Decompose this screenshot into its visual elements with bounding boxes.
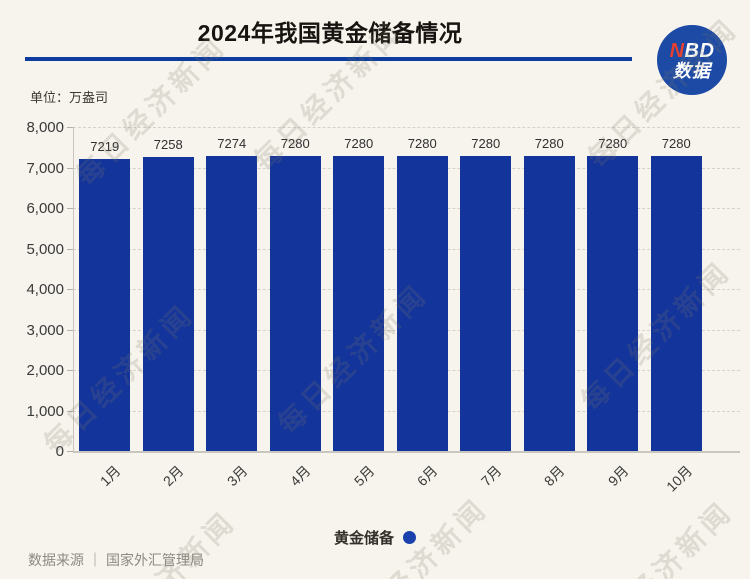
bar bbox=[587, 156, 639, 451]
y-axis-label: 5,000 bbox=[26, 240, 64, 258]
x-axis-label: 5月 bbox=[350, 462, 378, 490]
data-source-label: 数据来源 bbox=[28, 552, 84, 568]
bar bbox=[142, 157, 194, 451]
y-axis-tick bbox=[67, 410, 73, 412]
bar bbox=[460, 156, 512, 451]
y-axis-label: 1,000 bbox=[26, 402, 64, 420]
bar-value-label: 7280 bbox=[598, 136, 628, 151]
x-axis-label: 2月 bbox=[160, 462, 187, 490]
y-axis-tick bbox=[67, 289, 73, 290]
y-axis-label: 7,000 bbox=[26, 159, 64, 177]
page-title: 2024年我国黄金储备情况 bbox=[197, 20, 463, 46]
nbd-logo-bd: BD bbox=[684, 39, 715, 62]
y-axis-tick bbox=[67, 127, 73, 128]
nbd-logo: NBD 数据 bbox=[657, 25, 727, 95]
header: 2024年我国黄金储备情况 bbox=[0, 14, 660, 48]
nbd-logo-text: NBD bbox=[670, 41, 715, 61]
bar-value-label: 7280 bbox=[534, 136, 564, 151]
y-axis-label: 8,000 bbox=[26, 119, 64, 136]
bar bbox=[523, 156, 575, 451]
bar-value-label: 7274 bbox=[217, 136, 247, 151]
bar-value-label: 7280 bbox=[661, 136, 691, 151]
x-axis-label: 7月 bbox=[477, 462, 505, 490]
x-axis-label: 6月 bbox=[414, 462, 441, 490]
x-axis-label: 9月 bbox=[604, 462, 632, 490]
data-source-separator: ｜ bbox=[88, 552, 102, 568]
bar bbox=[396, 156, 448, 451]
x-axis-label: 10月 bbox=[662, 462, 695, 495]
y-axis-label: 2,000 bbox=[26, 362, 64, 379]
x-axis-label: 8月 bbox=[541, 462, 568, 490]
bar-value-label: 7258 bbox=[153, 137, 183, 152]
bar-value-label: 7280 bbox=[280, 136, 310, 151]
nbd-logo-n: N bbox=[669, 39, 685, 62]
bar bbox=[269, 156, 321, 451]
bar bbox=[206, 156, 258, 451]
data-source: 数据来源 ｜ 国家外汇管理局 bbox=[28, 550, 204, 570]
legend-marker-dot bbox=[403, 531, 416, 544]
y-axis-tick bbox=[67, 208, 73, 209]
x-axis-label: 1月 bbox=[96, 462, 124, 490]
y-axis-tick bbox=[67, 329, 73, 331]
y-axis-label: 3,000 bbox=[26, 321, 64, 339]
bar bbox=[333, 156, 385, 451]
y-axis-tick bbox=[67, 248, 73, 250]
y-axis-tick bbox=[67, 451, 73, 452]
title-underline bbox=[25, 57, 632, 61]
y-axis-line bbox=[73, 127, 74, 453]
bar-value-label: 7219 bbox=[90, 139, 120, 154]
chart-legend: 黄金储备 bbox=[0, 527, 750, 548]
data-source-value: 国家外汇管理局 bbox=[106, 552, 204, 568]
y-axis-tick bbox=[67, 370, 73, 371]
nbd-logo-subtext: 数据 bbox=[673, 60, 711, 81]
x-axis-label: 3月 bbox=[223, 462, 251, 490]
legend-label: 黄金储备 bbox=[333, 530, 394, 547]
x-axis-line bbox=[73, 451, 740, 453]
bar bbox=[650, 156, 702, 451]
bar-value-label: 7280 bbox=[407, 136, 437, 151]
bar-value-label: 7280 bbox=[344, 136, 374, 151]
bar bbox=[79, 159, 131, 451]
y-axis-label: 4,000 bbox=[26, 281, 64, 298]
unit-label: 单位：万盎司 bbox=[30, 90, 109, 105]
y-axis-label: 6,000 bbox=[26, 200, 64, 217]
y-axis-tick bbox=[67, 167, 73, 169]
x-axis-label: 4月 bbox=[287, 462, 314, 490]
bar-value-label: 7280 bbox=[471, 136, 501, 151]
y-axis-label: 0 bbox=[55, 443, 64, 460]
gridline bbox=[73, 127, 740, 128]
